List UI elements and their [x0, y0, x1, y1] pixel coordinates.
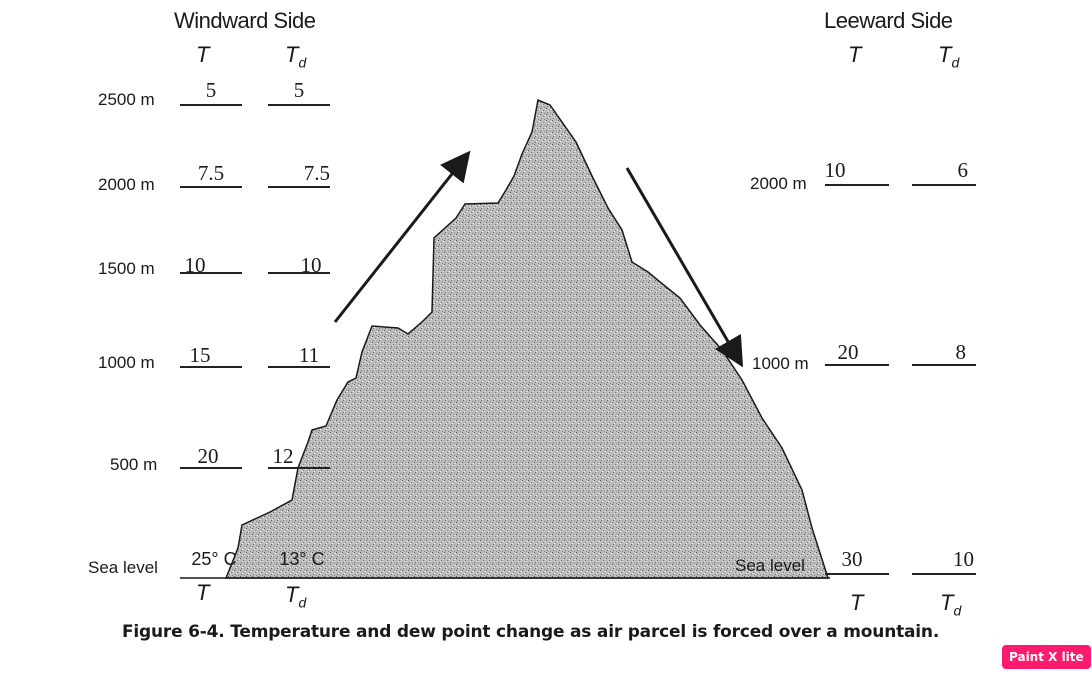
blank-line	[268, 366, 330, 368]
blank-line	[180, 186, 242, 188]
figure-caption: Figure 6-4. Temperature and dew point ch…	[122, 622, 940, 642]
leeward-alt-label: 1000 m	[752, 354, 809, 373]
windward-alt-label: 500 m	[110, 455, 158, 474]
windward-t-value: 7.5	[197, 161, 225, 185]
windward-alt-label: 2500 m	[98, 90, 155, 109]
windward-td-value: 7.5	[303, 161, 330, 185]
leeward-col-t: T	[848, 42, 862, 67]
windward-alt-label: 1000 m	[98, 353, 155, 372]
blank-line	[268, 467, 330, 469]
blank-line	[180, 272, 242, 274]
blank-line	[268, 186, 330, 188]
windward-td-value: 11	[298, 343, 320, 367]
windward-t-value: 20	[197, 444, 219, 468]
leeward-td-value: 10	[953, 547, 974, 571]
windward-t-value: 25° C	[191, 549, 237, 569]
mountain	[224, 98, 830, 579]
windward-td-value: 12	[272, 444, 294, 468]
windward-title: Windward Side	[174, 8, 316, 33]
windward-t-value: 5	[205, 78, 217, 102]
blank-line	[180, 467, 242, 469]
descending-air-arrow	[625, 167, 744, 368]
leeward-t-value: 20	[837, 340, 859, 364]
blank-line	[825, 573, 889, 575]
blank-line	[825, 184, 889, 186]
windward-col-td: Td	[285, 42, 307, 71]
leeward-col-td: Td	[938, 42, 960, 71]
leeward-bottom-t: T	[850, 590, 864, 615]
windward-td-value: 5	[293, 78, 305, 102]
leeward-bottom-td: Td	[940, 590, 962, 619]
rising-air-arrow	[333, 150, 471, 323]
windward-alt-label: 2000 m	[98, 175, 155, 194]
blank-line	[180, 104, 242, 106]
leeward-td-value: 8	[955, 340, 967, 364]
paint-x-lite-badge: Paint X lite	[1002, 645, 1091, 669]
leeward-alt-label: Sea level	[735, 556, 805, 575]
windward-t-value: 15	[189, 343, 211, 367]
windward-t-value: 10	[184, 253, 206, 277]
windward-col-t: T	[196, 42, 210, 67]
leeward-t-value: 10	[824, 158, 846, 182]
blank-line	[268, 272, 330, 274]
windward-td-value: 13° C	[279, 549, 325, 569]
blank-line	[912, 184, 976, 186]
windward-bottom-td: Td	[285, 582, 307, 611]
blank-line	[268, 104, 330, 106]
windward-bottom-t: T	[196, 580, 210, 605]
windward-alt-label: Sea level	[88, 558, 158, 577]
leeward-title: Leeward Side	[824, 8, 953, 33]
blank-line	[180, 366, 242, 368]
windward-td-value: 10	[300, 253, 322, 277]
leeward-td-value: 6	[957, 158, 969, 182]
blank-line	[912, 364, 976, 366]
blank-line	[825, 364, 889, 366]
leeward-t-value: 30	[841, 547, 863, 571]
leeward-alt-label: 2000 m	[750, 174, 807, 193]
windward-alt-label: 1500 m	[98, 259, 155, 278]
blank-line	[912, 573, 976, 575]
